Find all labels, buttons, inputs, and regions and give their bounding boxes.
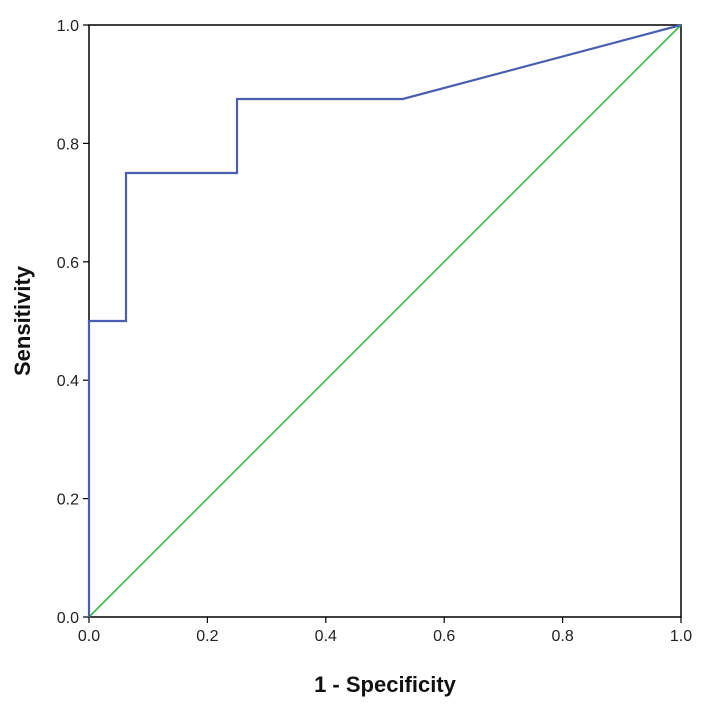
x-tick-label: 0.6: [433, 628, 455, 645]
roc-curve-line: [87, 23, 682, 617]
y-tick-label: 0.6: [57, 255, 79, 272]
x-tick-label: 0.2: [196, 628, 218, 645]
y-axis-ticks: 0.0 0.2 0.4 0.6 0.8 1.0: [57, 18, 89, 627]
x-tick-label: 1.0: [670, 628, 692, 645]
y-tick-label: 0.0: [57, 610, 79, 627]
y-tick-label: 1.0: [57, 18, 79, 35]
y-tick-label: 0.8: [57, 136, 79, 153]
y-tick-label: 0.2: [57, 492, 79, 509]
x-tick-label: 0.8: [551, 628, 573, 645]
series-layer: [87, 23, 682, 618]
y-tick-label: 0.4: [57, 373, 79, 390]
x-axis-ticks: 0.0 0.2 0.4 0.6 0.8 1.0: [78, 617, 692, 645]
y-axis-title: Sensitivity: [10, 265, 35, 376]
x-tick-label: 0.4: [315, 628, 337, 645]
x-axis-title: 1 - Specificity: [314, 672, 457, 697]
x-tick-label: 0.0: [78, 628, 100, 645]
reference-diagonal-line: [88, 24, 682, 618]
